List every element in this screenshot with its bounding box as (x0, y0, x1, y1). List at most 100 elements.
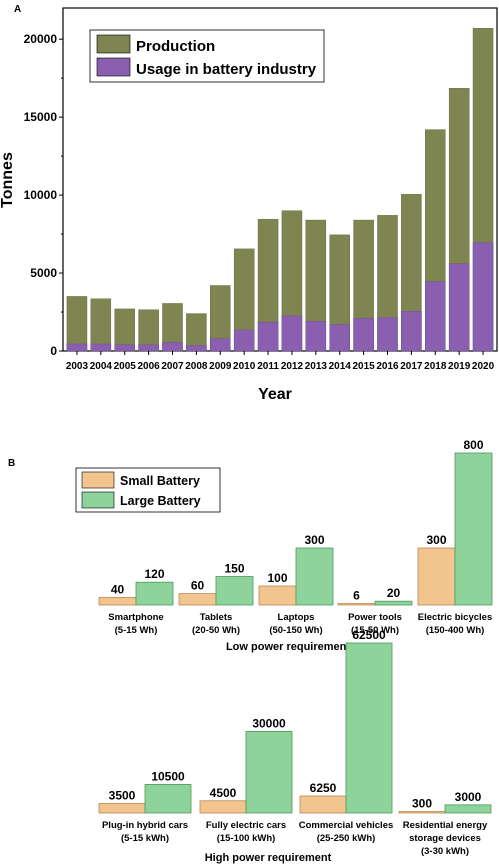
panel-b-low-power-chart: 40 120 Smartphone (5-15 Wh) 60 150 Tablets (20-… (98, 438, 493, 636)
bar-large-battery (215, 576, 254, 606)
bar-small-battery (398, 811, 446, 814)
x-tick-label: 2009 (209, 361, 232, 372)
y-tick-label: 5000 (30, 266, 57, 280)
panel-a-y-axis: 0 5000 10000 15000 20000 (24, 32, 63, 358)
x-tick-label: 2007 (161, 361, 184, 372)
category-label: storage devices (409, 833, 481, 844)
panel-b-low-power-title: Low power requirement (226, 641, 350, 653)
bar-battery-usage (90, 343, 112, 352)
bar-battery-usage (138, 344, 159, 352)
panel-a-label: A (14, 4, 21, 15)
bar-large-battery (444, 804, 492, 814)
panel-b-high-power-title: High power requirement (205, 852, 332, 864)
legend-label-production: Production (136, 38, 215, 55)
panel-b-high-power-chart: 3500 10500 Plug-in hybrid cars (5-15 kWh) 45… (98, 628, 492, 857)
panel-a-x-label: Year (258, 386, 292, 403)
bar-battery-usage (425, 281, 446, 352)
bar-battery-usage (66, 343, 88, 352)
category-label: (15-50 Wh) (351, 625, 399, 636)
y-tick-label: 0 (50, 344, 57, 358)
category-label: Plug-in hybrid cars (102, 820, 188, 831)
bar-value-label: 150 (224, 562, 244, 576)
x-tick-label: 2004 (90, 361, 113, 372)
category-label: Fully electric cars (206, 820, 286, 831)
bar-battery-usage (114, 344, 135, 352)
bar-battery-usage (401, 311, 422, 352)
x-tick-label: 2016 (376, 361, 399, 372)
bar-small-battery (299, 795, 347, 814)
legend-swatch-production (96, 34, 131, 54)
legend-label-large-battery: Large Battery (120, 494, 201, 508)
bar-value-label: 120 (144, 567, 164, 581)
bar-battery-usage (186, 345, 207, 352)
x-tick-label: 2012 (281, 361, 304, 372)
bar-small-battery (258, 585, 297, 606)
bar-battery-usage (329, 324, 350, 352)
bar-battery-usage (233, 329, 255, 352)
bar-value-label: 4500 (210, 786, 237, 800)
category-label: (20-50 Wh) (192, 625, 240, 636)
bar-value-label: 6 (353, 589, 360, 603)
bar-small-battery (178, 593, 217, 606)
x-tick-label: 2018 (424, 361, 447, 372)
category-label: (50-150 Wh) (269, 625, 322, 636)
y-tick-label: 15000 (24, 110, 58, 124)
bar-value-label: 62500 (352, 628, 386, 642)
category-label: (25-250 kWh) (317, 833, 376, 844)
y-tick-label: 20000 (24, 32, 58, 46)
x-tick-label: 2015 (352, 361, 375, 372)
category-label: Residential energy (403, 820, 488, 831)
category-label: (15-100 kWh) (217, 833, 276, 844)
bar-small-battery (417, 547, 456, 606)
bar-battery-usage (472, 242, 494, 352)
bar-value-label: 300 (426, 533, 446, 547)
bar-large-battery (295, 547, 334, 606)
bar-large-battery (135, 581, 174, 606)
bar-small-battery (199, 800, 247, 814)
panel-b-legend: Small Battery Large Battery (75, 467, 221, 513)
panel-a-x-axis: 2003 2004 2005 2006 2007 2008 2009 2010 2011 2012… (66, 351, 495, 372)
x-tick-label: 2017 (400, 361, 423, 372)
x-tick-label: 2005 (114, 361, 137, 372)
bar-value-label: 60 (191, 579, 205, 593)
x-tick-label: 2014 (329, 361, 352, 372)
x-tick-label: 2020 (472, 361, 495, 372)
bar-production (66, 296, 88, 352)
category-label: Power tools (348, 612, 402, 623)
x-tick-label: 2008 (185, 361, 208, 372)
bar-large-battery (345, 642, 393, 814)
bar-value-label: 40 (111, 582, 125, 596)
panel-a-bars (66, 28, 494, 352)
x-tick-label: 2019 (448, 361, 471, 372)
bar-large-battery (245, 731, 293, 814)
category-label: (5-15 Wh) (115, 625, 158, 636)
panel-a-y-label: Tonnes (0, 152, 16, 208)
bar-battery-usage (210, 338, 231, 352)
bar-battery-usage (353, 318, 374, 352)
legend-swatch-large-battery (81, 491, 115, 509)
bar-value-label: 300 (412, 797, 432, 811)
bar-value-label: 30000 (252, 716, 286, 730)
bar-small-battery (98, 597, 137, 606)
bar-battery-usage (257, 321, 279, 352)
x-tick-label: 2011 (257, 361, 279, 372)
category-label: (5-15 kWh) (121, 833, 169, 844)
panel-a-legend: Production Usage in battery industry (89, 29, 325, 83)
legend-label-usage: Usage in battery industry (136, 61, 317, 78)
bar-value-label: 6250 (310, 781, 337, 795)
bar-production (90, 298, 112, 352)
bar-battery-usage (448, 263, 470, 352)
category-label: Commercial vehicles (299, 820, 394, 831)
bar-value-label: 300 (304, 533, 324, 547)
category-label: Laptops (278, 612, 315, 623)
bar-battery-usage (377, 317, 398, 352)
category-label: Tablets (200, 612, 233, 623)
legend-label-small-battery: Small Battery (120, 474, 200, 488)
legend-swatch-usage (96, 57, 131, 77)
category-label: Electric bicycles (418, 612, 492, 623)
legend-swatch-small-battery (81, 471, 115, 489)
x-tick-label: 2013 (305, 361, 328, 372)
bar-value-label: 3000 (455, 790, 482, 804)
panel-a-plot-frame (62, 7, 498, 352)
bar-large-battery (454, 452, 493, 606)
